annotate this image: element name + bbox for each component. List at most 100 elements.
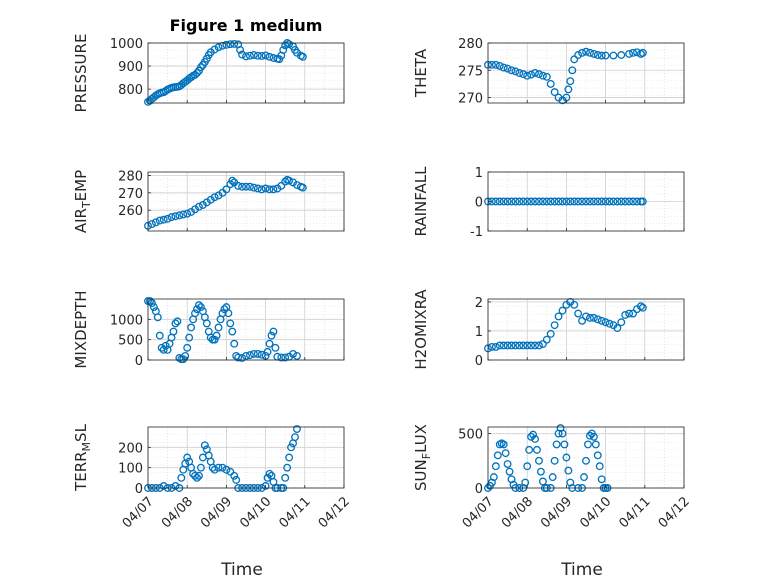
data-point	[633, 48, 641, 57]
data-point	[589, 49, 598, 58]
data-points	[144, 297, 301, 364]
data-point	[585, 197, 594, 206]
data-point	[253, 51, 262, 60]
data-point	[234, 181, 243, 190]
data-point	[228, 176, 237, 185]
data-point	[210, 465, 219, 474]
data-point	[147, 220, 156, 229]
y-tick-label: 200	[118, 441, 143, 456]
y-axis-label: H2OMIXRA	[412, 289, 430, 370]
data-point	[578, 316, 587, 325]
data-point	[546, 197, 555, 206]
data-point	[542, 335, 551, 344]
data-point	[202, 198, 211, 207]
data-point	[206, 195, 215, 204]
axes-frame	[487, 42, 685, 104]
data-point	[265, 52, 274, 61]
data-point	[187, 73, 196, 82]
data-point	[249, 349, 258, 358]
data-point	[218, 41, 227, 50]
data-point	[226, 467, 235, 476]
data-point	[523, 71, 532, 80]
data-point	[523, 197, 532, 206]
data-point	[582, 456, 590, 465]
data-point	[503, 64, 512, 73]
y-tick-label: 280	[458, 37, 483, 52]
data-point	[580, 473, 588, 482]
data-point	[582, 197, 590, 206]
data-point	[263, 473, 272, 482]
data-point	[298, 52, 307, 61]
data-point	[564, 85, 573, 94]
data-point	[265, 469, 274, 478]
data-point	[298, 183, 307, 192]
data-point	[171, 319, 180, 328]
data-point	[558, 197, 567, 206]
y-tick-label: 260	[118, 204, 143, 219]
data-point	[261, 482, 270, 490]
data-point	[491, 197, 500, 206]
data-point	[185, 333, 194, 342]
data-point	[564, 466, 573, 475]
data-point	[499, 63, 508, 72]
data-point	[147, 299, 156, 308]
data-point	[149, 303, 158, 312]
data-point	[503, 197, 512, 206]
data-point	[507, 197, 516, 206]
data-point	[511, 197, 520, 206]
data-point	[167, 213, 176, 222]
y-label-subscript: T	[80, 201, 93, 209]
data-point	[538, 197, 547, 206]
axes-frame	[147, 426, 345, 489]
data-point	[570, 197, 579, 206]
data-point	[593, 51, 602, 59]
y-tick-label: -1	[470, 225, 483, 240]
subplot-4: -1 0 1 RAINFALL	[412, 166, 685, 240]
x-tick-label: 04/10	[577, 494, 614, 531]
data-point	[171, 482, 180, 490]
data-point	[159, 482, 168, 490]
data-point	[183, 343, 192, 352]
data-point	[291, 433, 299, 442]
y-axis-label: THETA	[412, 48, 430, 98]
y-axis-label: MIXDEPTH	[72, 290, 90, 368]
x-tick-label: 04/12	[316, 494, 353, 531]
data-point	[208, 463, 217, 472]
data-point	[191, 309, 199, 318]
subplot-8: 0 500 04/07 04/08 04/09 04/10 04/11 04/12 SUNFLU…	[412, 424, 693, 580]
data-point	[238, 182, 247, 191]
data-point	[187, 207, 196, 216]
plot-area	[148, 172, 344, 231]
data-point	[155, 216, 164, 225]
x-tick-label: 04/07	[460, 494, 497, 531]
y-axis-label: SUNFLUX	[412, 424, 433, 491]
x-tick-label: 04/08	[159, 494, 196, 531]
data-point	[228, 327, 237, 336]
data-point	[593, 197, 602, 206]
data-point	[249, 51, 258, 59]
data-point	[535, 70, 543, 79]
data-point	[519, 197, 528, 206]
data-point	[548, 473, 557, 482]
x-axis-label: Time	[560, 560, 603, 580]
data-point	[589, 313, 598, 322]
data-point	[253, 349, 262, 358]
data-point	[153, 313, 162, 322]
data-point	[562, 453, 571, 462]
y-tick-label: 500	[458, 428, 483, 443]
data-point	[159, 215, 168, 224]
data-point	[169, 327, 178, 336]
data-point	[177, 473, 186, 482]
data-point	[638, 303, 647, 312]
data-point	[550, 197, 559, 206]
data-point	[171, 212, 180, 221]
data-point	[505, 467, 514, 476]
subplot-3: 260 270 280 AIRTEMP	[72, 169, 345, 233]
data-point	[601, 197, 610, 206]
data-point	[285, 453, 294, 462]
data-point	[232, 475, 241, 484]
y-tick-label: 270	[458, 92, 483, 107]
data-point	[226, 40, 235, 49]
y-tick-label: 1	[475, 325, 483, 340]
